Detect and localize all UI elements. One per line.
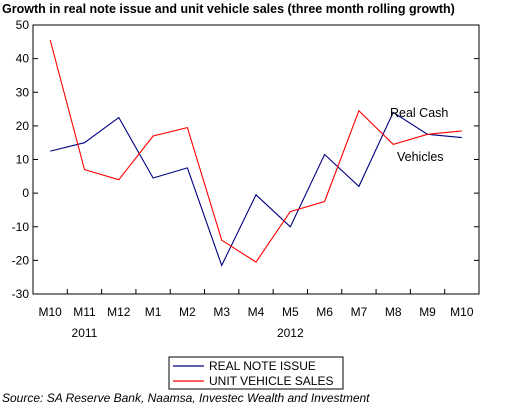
x-tick-label: M10 [38,305,62,319]
y-tick-label: 0 [22,186,29,200]
legend-box [168,356,344,390]
x-tick-label: M7 [351,305,368,319]
source-note: Source: SA Reserve Bank, Naamsa, Investe… [2,391,370,405]
x-tick-label: M9 [419,305,436,319]
y-tick-label: 50 [16,18,30,32]
series-line-2 [49,39,462,263]
y-tick-label: 20 [16,119,30,133]
x-tick-label: M2 [179,305,196,319]
x-tick-label: M10 [450,305,474,319]
line-chart: -30 -20 -10 0 10 20 30 40 50 M10 M11 M12 M1 M2 M3 M4 M5 M… [12,18,480,390]
x-tick-label: M5 [282,305,299,319]
x-year-label: 2011 [72,326,98,340]
annotation-vehicles: Vehicles [397,150,444,164]
x-year-label: 2012 [277,326,304,340]
x-tick-label: M6 [316,305,333,319]
annotation-real-cash: Real Cash [390,106,448,120]
x-tick-label: M11 [73,305,96,319]
y-tick-label: -10 [12,220,30,234]
x-tick-label: M4 [248,305,265,319]
chart-title: Growth in real note issue and unit vehic… [2,2,455,16]
y-tick-label: 40 [16,52,30,66]
legend-label-2: UNIT VEHICLE SALES [209,374,334,388]
y-tick-label: -30 [12,287,30,301]
legend-label-1: REAL NOTE ISSUE [209,359,316,373]
x-tick-label: M1 [145,305,162,319]
y-tick-label: 30 [16,85,30,99]
y-tick-label: -20 [12,253,30,267]
x-tick-label: M3 [213,305,230,319]
series-line-1 [50,111,462,267]
x-tick-label: M12 [107,305,131,319]
x-tick-label: M8 [385,305,402,319]
y-tick-label: 10 [16,153,30,167]
